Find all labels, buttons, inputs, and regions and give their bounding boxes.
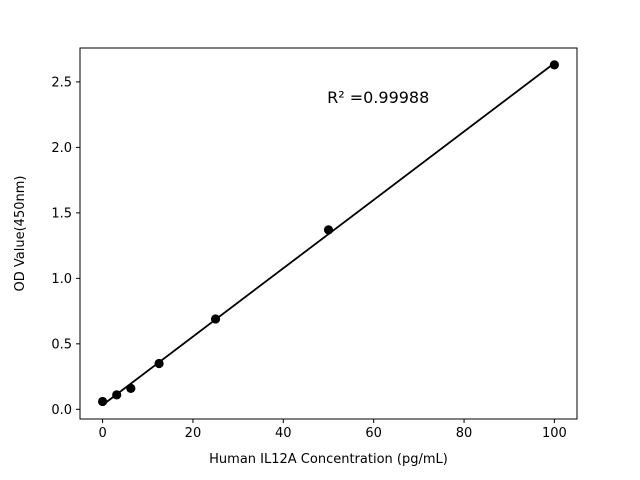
x-axis-label: Human IL12A Concentration (pg/mL): [209, 452, 448, 467]
y-tick-label: 2.0: [51, 141, 72, 156]
r-squared-annotation: R² =0.99988: [327, 88, 429, 107]
y-axis-label: OD Value(450nm): [13, 176, 28, 292]
x-tick-label: 20: [185, 426, 202, 441]
y-tick-label: 0.0: [51, 403, 72, 418]
y-tick-label: 1.0: [51, 272, 72, 287]
data-point: [112, 390, 122, 400]
data-point: [549, 60, 560, 70]
data-point: [210, 314, 221, 324]
data-point: [154, 358, 164, 369]
x-tick-label: 100: [542, 426, 567, 441]
y-tick-label: 2.5: [51, 75, 72, 90]
y-tick-label: 0.5: [51, 337, 72, 352]
data-point: [323, 225, 334, 235]
data-point: [126, 383, 136, 393]
data-point: [97, 396, 108, 407]
x-tick-label: 80: [456, 426, 473, 441]
x-tick-label: 40: [275, 426, 292, 441]
x-tick-label: 0: [98, 426, 106, 441]
y-tick-label: 1.5: [51, 206, 72, 221]
x-tick-label: 60: [365, 426, 382, 441]
